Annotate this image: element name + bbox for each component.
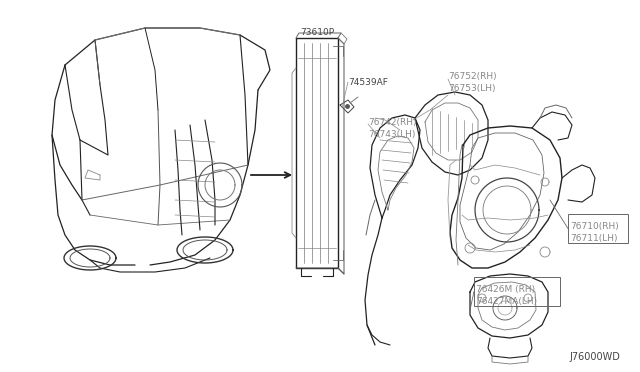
Text: 76710(RH): 76710(RH) [570, 222, 619, 231]
Text: 76427MA(LH): 76427MA(LH) [476, 297, 537, 306]
Text: J76000WD: J76000WD [569, 352, 620, 362]
Text: 76711(LH): 76711(LH) [570, 234, 618, 243]
Text: 76753(LH): 76753(LH) [448, 84, 495, 93]
Text: 76426M (RH): 76426M (RH) [476, 285, 535, 294]
Bar [474, 277, 560, 306]
Text: 73610P: 73610P [300, 28, 334, 37]
Bar [568, 214, 628, 243]
Text: 76743(LH): 76743(LH) [368, 130, 415, 139]
Text: 74539AF: 74539AF [348, 78, 388, 87]
Text: 76752(RH): 76752(RH) [448, 72, 497, 81]
Text: 76742(RH): 76742(RH) [368, 118, 417, 127]
